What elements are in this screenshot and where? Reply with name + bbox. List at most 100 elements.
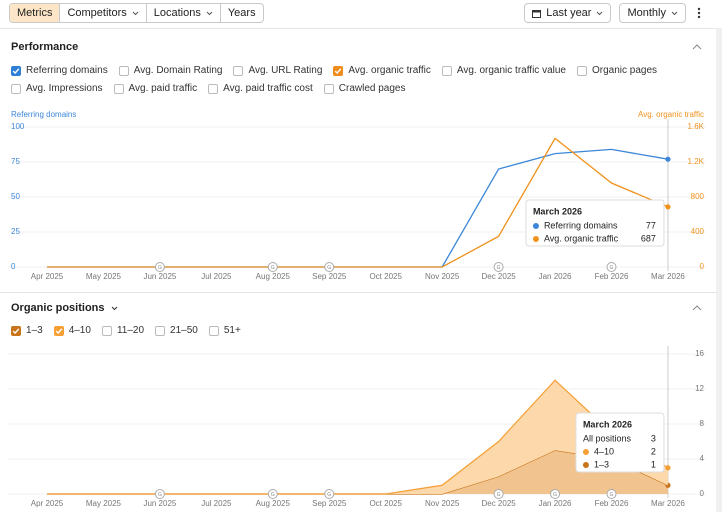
check-path [335,67,342,74]
hover-dot [665,204,671,210]
checkbox[interactable]: 21–50 [155,325,198,336]
checkbox[interactable]: Avg. Domain Rating [118,65,223,76]
checkbox-label: 1–3 [26,325,43,336]
tooltip-box [575,412,665,473]
x-tick-label: Apr 2025 [31,272,64,281]
annotation-label: G [158,265,162,271]
checkbox-label: 51+ [223,325,241,336]
y-tick-label: 0 [11,262,16,271]
checkbox[interactable]: Crawled pages [323,83,406,94]
checkbox-label: 21–50 [170,325,198,336]
series-area [47,380,668,494]
chevron-path [132,11,139,15]
tab-group: Metrics Competitors Locations Years [9,3,264,23]
tooltip-dot [582,462,589,468]
x-tick-label: Jan 2026 [539,272,572,281]
checkbox-label: Avg. Domain Rating [133,65,223,76]
x-tick-label: Jul 2025 [201,272,232,281]
performance-chart: 0 25 50 75 100 0 400 800 1.2K 1.6K Referring domai… [8,110,706,281]
interval-button[interactable]: Monthly [619,3,686,23]
checkbox-box [577,65,587,76]
checkbox[interactable]: Referring domains [11,65,108,76]
tab[interactable]: Years [219,4,263,22]
collapse-button[interactable] [692,43,702,51]
tooltip-dot [532,236,539,242]
tab[interactable]: Competitors [59,4,145,22]
x-tick-label: Jun 2025 [143,272,176,281]
annotation-label: G [610,492,614,498]
tab[interactable]: Locations [145,4,220,22]
tab-label: Locations [153,7,201,19]
checkbox[interactable]: Avg. paid traffic cost [208,83,313,94]
checkbox[interactable]: Avg. URL Rating [233,65,322,76]
annotation-marker [267,262,278,272]
checkbox-box [11,325,21,336]
check-mark [12,327,20,334]
checkbox-box [155,325,166,336]
x-tick-label: Nov 2025 [425,272,460,281]
checkbox[interactable]: Avg. paid traffic [113,83,197,94]
tooltip-title: March 2026 [583,419,632,429]
hover-dot [665,465,671,471]
check-path [55,327,63,334]
checkbox[interactable]: 1–3 [11,325,43,336]
checkbox[interactable]: 51+ [208,325,241,336]
tooltip-label: Referring domains [544,220,618,230]
y-tick-label: 0 [700,489,705,498]
calendar-icon [532,9,542,18]
checkbox[interactable]: 11–20 [101,325,144,336]
section-title: Performance [11,41,79,53]
tooltip-dot [532,223,539,229]
tooltip-label: 4–10 [594,446,614,456]
more-menu[interactable] [694,6,704,20]
x-tick-label: Mar 2026 [651,272,685,281]
tab[interactable]: Metrics [10,4,60,22]
annotation-marker [493,489,504,499]
series-line [47,379,669,495]
tooltip-value: 1 [651,459,656,469]
checkbox[interactable]: Organic pages [577,65,657,76]
checkbox-label: Avg. Impressions [26,83,103,94]
x-tick-label: Oct 2025 [369,272,402,281]
checkbox-label: Avg. organic traffic value [456,65,566,76]
period-label: Last year [546,7,592,19]
x-tick-label: Jun 2025 [143,499,176,508]
x-tick-label: Sep 2025 [312,499,347,508]
series-line [47,137,669,268]
annotation-marker [606,262,617,272]
x-tick-label: May 2025 [86,272,122,281]
checkbox[interactable]: 4–10 [53,325,91,336]
collapse-button[interactable] [692,304,702,312]
checkbox[interactable]: Avg. organic traffic [333,65,431,76]
annotation-marker [550,489,561,499]
chevron [111,306,117,310]
period-button[interactable]: Last year [524,3,612,23]
annotation-marker [493,262,504,272]
tooltip-value: 2 [651,446,656,456]
tooltip-box [525,199,665,247]
tooltip-value: 687 [641,233,656,243]
positions-header[interactable]: Organic positions [11,302,118,314]
annotation-label: G [327,492,331,498]
checkbox[interactable]: Avg. organic traffic value [441,65,566,76]
check-path [12,327,20,334]
annotation-label: G [610,265,614,271]
metric-checkboxes: Referring domains Avg. Domain Rating Avg. … [11,65,671,94]
x-tick-label: Oct 2025 [369,499,402,508]
annotation-label: G [271,265,275,271]
tab-label: Years [227,7,256,19]
checkbox-box [53,325,64,336]
checkbox-label: Avg. URL Rating [248,65,323,76]
checkbox-label: Crawled pages [338,83,406,94]
annotation-marker [324,489,335,499]
tooltip-value: 3 [651,433,656,443]
x-tick-label: Apr 2025 [31,499,64,508]
checkbox[interactable]: Avg. Impressions [11,83,103,94]
x-tick-label: Jul 2025 [201,499,232,508]
y-tick-label: 50 [11,192,20,201]
check-mark [12,67,20,74]
annotation-label: G [327,265,331,271]
toolbar: Metrics Competitors Locations Years Last ye… [0,0,722,29]
y-tick-label: 8 [700,419,705,428]
